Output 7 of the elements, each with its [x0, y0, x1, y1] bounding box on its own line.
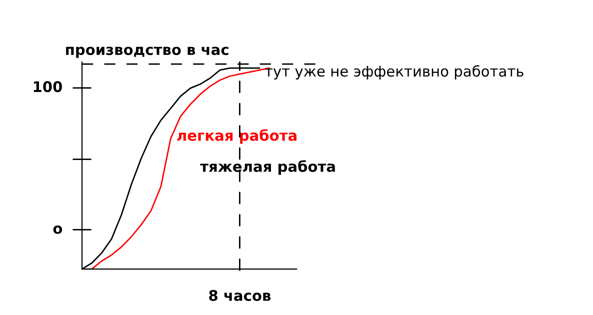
annotation: тут уже не эффективно работать	[264, 65, 524, 80]
text: 8 часов	[209, 290, 271, 301]
text: 100	[34, 81, 62, 92]
y-axis-title: производство в час	[66, 46, 228, 58]
series-label: легкая работа	[177, 129, 296, 144]
text: тяжелая работа	[200, 160, 335, 175]
text: o	[53, 226, 62, 234]
